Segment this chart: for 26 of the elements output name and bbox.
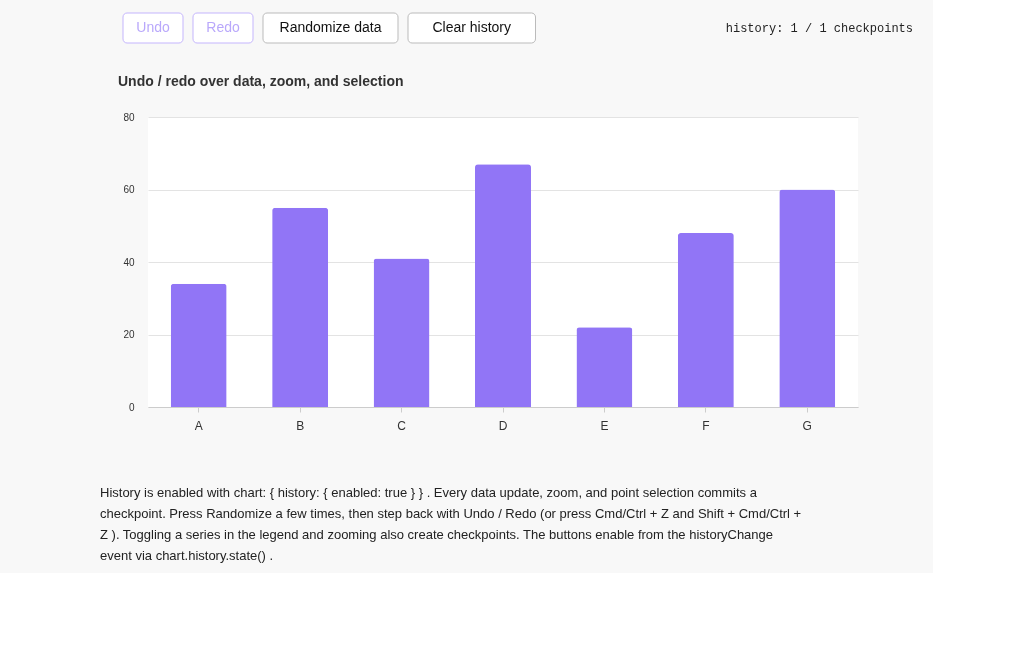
- x-tick-label: E: [600, 418, 609, 433]
- bar: [272, 207, 329, 407]
- x-tick-label: G: [802, 418, 812, 433]
- y-tick-label: 20: [123, 329, 135, 340]
- x-tick-label: B: [296, 418, 305, 433]
- x-tick-label: C: [397, 418, 407, 433]
- chart-title: Undo / redo over data, zoom, and selection: [118, 73, 404, 89]
- y-tick-label: 80: [123, 111, 135, 123]
- bar: [779, 189, 836, 407]
- bar: [373, 258, 430, 407]
- y-tick-label: 0: [128, 401, 135, 413]
- text: History is enabled with chart: { history: { enabled: true } } . Every data update, zoom, and point selection commits a checkpoint. Press Randomize a few times, then step back with Undo / Redo (or press Cmd/Ctrl + Z and Shift + Cmd/Ctrl + Z ). Toggling a series in the legend and zooming also create checkpoints. The buttons enable from the historyChange event via chart.history.state() .: [100, 485, 802, 563]
- text: Randomize data: [279, 19, 382, 35]
- x-tick-label: A: [194, 418, 203, 433]
- bar: [576, 327, 633, 407]
- bar: [677, 233, 734, 407]
- y-tick-label: 40: [123, 256, 135, 268]
- text: history: 1 / 1 checkpoints: [725, 22, 913, 36]
- y-tick-label: 60: [123, 184, 135, 195]
- text: Redo: [206, 19, 240, 35]
- x-tick-label: F: [702, 418, 710, 433]
- text: Clear history: [432, 19, 512, 35]
- bar: [475, 164, 531, 407]
- bar: [170, 283, 227, 407]
- x-tick-label: D: [498, 418, 508, 433]
- text: Undo: [136, 19, 170, 35]
